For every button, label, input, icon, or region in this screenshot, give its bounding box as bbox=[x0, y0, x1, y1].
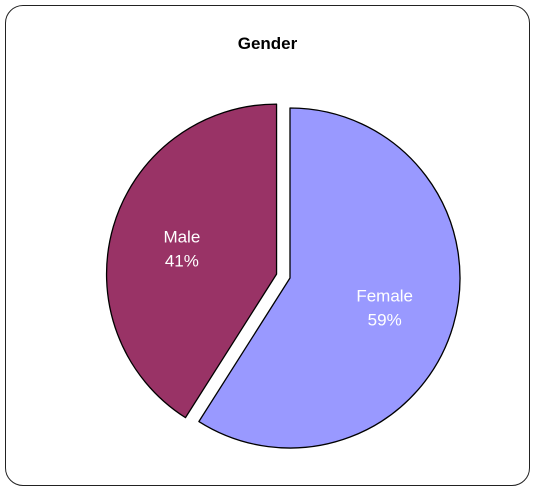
slice-label-female: Female bbox=[356, 287, 413, 306]
chart-title: Gender bbox=[237, 34, 298, 53]
slice-label-male: Male bbox=[163, 228, 200, 247]
pie-slice-male bbox=[105, 103, 278, 419]
pie-slices bbox=[105, 103, 461, 449]
slice-value-male: 41% bbox=[165, 252, 199, 271]
pie-labels: Female 59% Male 41% bbox=[163, 228, 413, 330]
pie-slice-female bbox=[198, 107, 461, 449]
slice-value-female: 59% bbox=[368, 311, 402, 330]
